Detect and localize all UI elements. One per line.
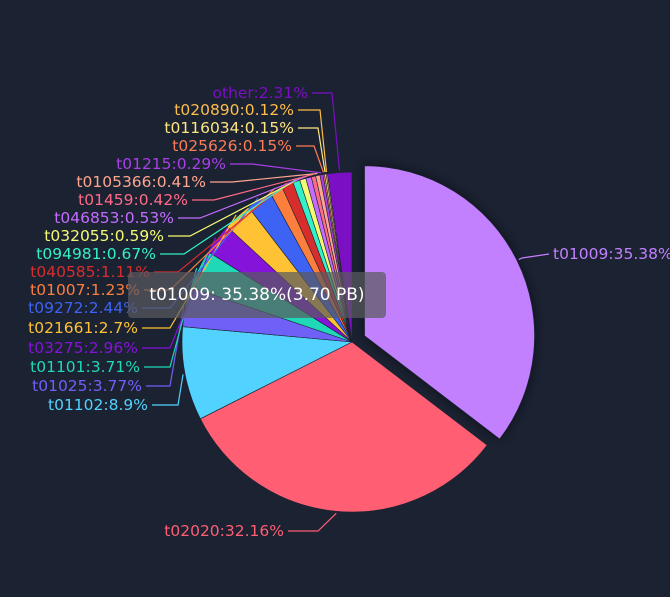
slice-label-t01459: t01459:0.42% — [78, 191, 188, 209]
slice-label-t025626: t025626:0.15% — [172, 137, 292, 155]
slice-label-t01102: t01102:8.9% — [48, 396, 148, 414]
slice-label-t020890: t020890:0.12% — [174, 101, 294, 119]
slice-label-t02020: t02020:32.16% — [164, 522, 284, 540]
slice-label-t01101: t01101:3.71% — [30, 358, 140, 376]
leader-line-t01215 — [230, 163, 322, 174]
slice-label-t01215: t01215:0.29% — [116, 155, 226, 173]
leader-line-t046853 — [178, 175, 309, 219]
leader-line-t01459 — [192, 173, 314, 201]
pie-labels: t01009:35.38%t02020:32.16%t01102:8.9%t01… — [28, 84, 670, 540]
pie-slice-t01102[interactable] — [181, 326, 354, 420]
leader-line-t094981 — [160, 178, 297, 255]
pie-slice-t01009[interactable] — [364, 165, 535, 440]
pie-slice-t02020[interactable] — [199, 341, 488, 513]
slice-label-t09272: t09272:2.44% — [28, 299, 138, 317]
leader-line-t01102 — [152, 374, 184, 406]
slice-label-t0105366: t0105366:0.41% — [76, 173, 206, 191]
slice-label-t040585: t040585:1.11% — [30, 263, 150, 281]
leader-line-t020890 — [298, 109, 328, 172]
slice-label-t0116034: t0116034:0.15% — [164, 119, 294, 137]
leader-line-t032055 — [168, 176, 303, 237]
slice-label-t046853: t046853:0.53% — [54, 209, 174, 227]
slice-label-t01009: t01009:35.38% — [553, 245, 670, 263]
leader-line-t025626 — [296, 145, 325, 173]
slice-label-t094981: t094981:0.67% — [36, 245, 156, 263]
leader-line-t0105366 — [210, 172, 318, 183]
slice-label-t021661: t021661:2.7% — [28, 319, 138, 337]
slice-label-t032055: t032055:0.59% — [44, 227, 164, 245]
slice-label-t01025: t01025:3.77% — [32, 377, 142, 395]
leader-line-t01025 — [146, 306, 185, 387]
leader-line-t0116034 — [298, 127, 326, 173]
slice-label-other: other:2.31% — [213, 84, 308, 102]
leader-line-t01009 — [518, 253, 550, 261]
leader-line-other — [312, 92, 341, 171]
chart-tooltip: t01009: 35.38%(3.70 PB) — [128, 272, 386, 318]
leader-line-t02020 — [288, 512, 337, 532]
slice-label-t03275: t03275:2.96% — [28, 339, 138, 357]
slice-label-t01007: t01007:1.23% — [30, 281, 140, 299]
